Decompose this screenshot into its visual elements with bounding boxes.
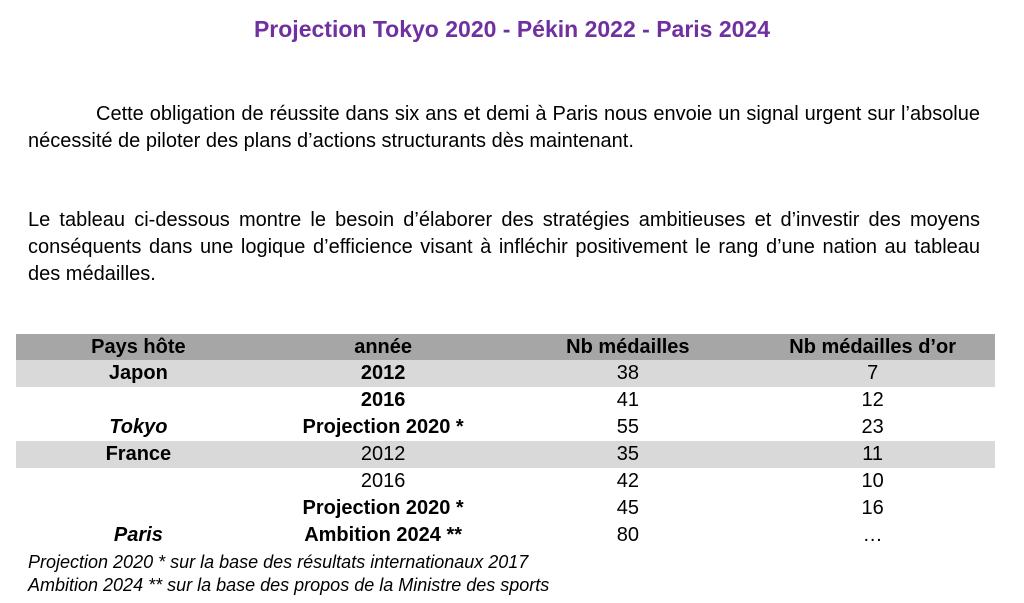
host-cell bbox=[16, 468, 261, 495]
medals-cell: 80 bbox=[616, 524, 639, 546]
host-cell bbox=[16, 495, 261, 522]
column-header-nb-medailles-or: Nb médailles d’or bbox=[750, 334, 995, 360]
table-row-japon-2016: 2016 41 12 bbox=[16, 387, 995, 414]
medals-cell: 41 bbox=[616, 389, 639, 411]
year-cell: Ambition 2024 ** bbox=[304, 524, 463, 546]
table-row-france-2012: France 2012 35 11 bbox=[16, 441, 995, 468]
medals-cell: 42 bbox=[616, 470, 639, 492]
medals-cell: 35 bbox=[505, 441, 751, 468]
medals-cell: 38 bbox=[505, 360, 751, 387]
medals-table: Pays hôte année Nb médailles Nb médaille… bbox=[16, 334, 995, 549]
host-city-cell: Tokyo bbox=[109, 416, 168, 438]
analysis-paragraph: Le tableau ci-dessous montre le besoin d… bbox=[28, 209, 980, 285]
column-header-nb-medailles: Nb médailles bbox=[505, 334, 751, 360]
column-header-pays-hote: Pays hôte bbox=[16, 334, 261, 360]
medals-cell: 45 bbox=[616, 497, 639, 519]
table-row-tokyo-projection-2020: Tokyo Projection 2020 * 55 23 bbox=[16, 414, 995, 441]
footnote-projection-2020: Projection 2020 * sur la base des résult… bbox=[28, 552, 529, 572]
footnote-ambition-2024: Ambition 2024 ** sur la base des propos … bbox=[28, 575, 550, 595]
table-row-japon-2012: Japon 2012 38 7 bbox=[16, 360, 995, 387]
year-cell: Projection 2020 * bbox=[302, 497, 464, 519]
footnotes-block: Projection 2020 * sur la base des résult… bbox=[28, 551, 1024, 597]
year-cell: Projection 2020 * bbox=[302, 416, 464, 438]
host-city-cell: Paris bbox=[113, 524, 163, 546]
year-cell: 2012 bbox=[260, 360, 506, 387]
column-header-annee: année bbox=[260, 334, 506, 360]
year-cell: 2012 bbox=[260, 441, 506, 468]
gold-medals-cell: 10 bbox=[861, 470, 884, 492]
table-row-france-2016: 2016 42 10 bbox=[16, 468, 995, 495]
gold-medals-cell: 7 bbox=[750, 360, 995, 387]
host-cell bbox=[16, 387, 261, 414]
table-row-paris-ambition-2024: Paris Ambition 2024 ** 80 … bbox=[16, 522, 995, 549]
gold-medals-cell: 11 bbox=[750, 441, 995, 468]
page-title: Projection Tokyo 2020 - Pékin 2022 - Par… bbox=[253, 16, 771, 42]
gold-medals-cell: … bbox=[862, 524, 883, 546]
table-header-row: Pays hôte année Nb médailles Nb médaille… bbox=[16, 334, 995, 360]
document-page: Projection Tokyo 2020 - Pékin 2022 - Par… bbox=[0, 16, 1024, 603]
intro-paragraph: Cette obligation de réussite dans six an… bbox=[28, 103, 980, 152]
year-cell: 2016 bbox=[360, 389, 406, 411]
host-cell: Japon bbox=[16, 360, 261, 387]
gold-medals-cell: 23 bbox=[861, 416, 884, 438]
medals-cell: 55 bbox=[616, 416, 639, 438]
year-cell: 2016 bbox=[360, 470, 406, 492]
host-cell: France bbox=[16, 441, 261, 468]
gold-medals-cell: 16 bbox=[861, 497, 884, 519]
table-row-france-projection-2020: Projection 2020 * 45 16 bbox=[16, 495, 995, 522]
gold-medals-cell: 12 bbox=[861, 389, 884, 411]
